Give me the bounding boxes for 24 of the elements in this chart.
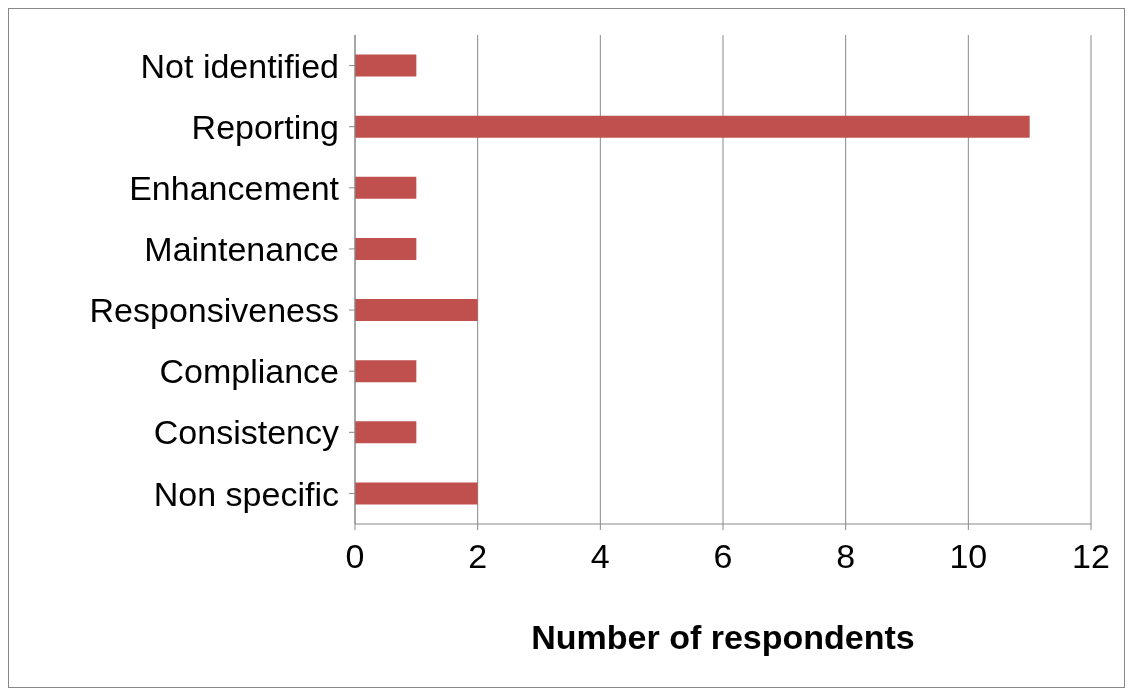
bar [355,482,478,505]
y-tick-label: Compliance [159,352,339,391]
y-tick-label: Responsiveness [89,291,339,330]
x-tick-label: 12 [1072,537,1110,576]
y-tick-label: Consistency [153,413,339,452]
x-axis-title: Number of respondents [531,618,915,656]
bar [355,54,417,77]
bar [355,115,1030,138]
x-tick-label: 2 [468,537,488,576]
y-tick-label: Enhancement [129,168,340,207]
bar [355,299,478,322]
x-tick-label: 8 [836,537,856,576]
x-tick-label: 6 [713,537,733,576]
x-tick-label: 4 [590,537,610,576]
y-tick-label: Non specific [153,474,339,513]
bar [355,176,417,199]
bar [355,237,417,260]
bar [355,421,417,444]
y-tick-label: Reporting [191,107,339,146]
x-tick-label: 0 [345,537,365,576]
y-tick-label: Maintenance [144,230,339,269]
bar [355,360,417,383]
y-tick-label: Not identified [140,46,339,85]
x-tick-label: 10 [949,537,988,576]
